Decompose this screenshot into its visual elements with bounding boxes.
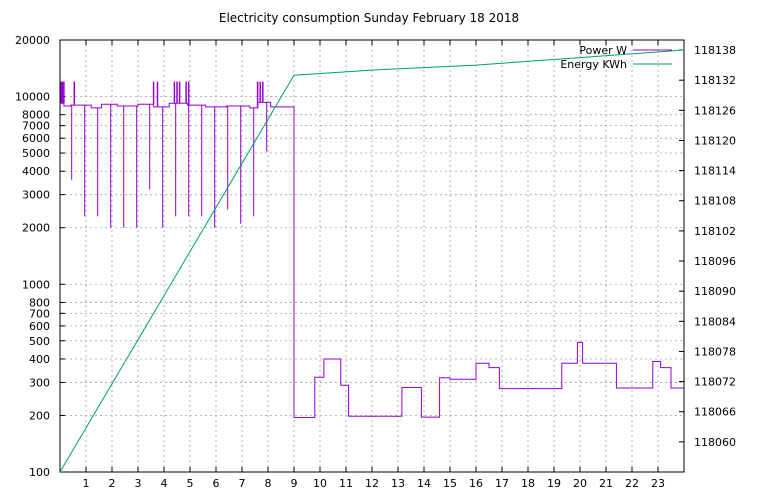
y-left-tick-label: 700 xyxy=(29,307,50,320)
x-tick-label: 11 xyxy=(339,477,353,490)
y-right-tick-label: 118084 xyxy=(694,315,736,328)
legend: Power W Energy KWh xyxy=(560,44,672,71)
y-right-tick-label: 118072 xyxy=(694,376,736,389)
x-tick-label: 19 xyxy=(547,477,561,490)
y-left-tick-label: 500 xyxy=(29,335,50,348)
x-tick-label: 22 xyxy=(625,477,639,490)
x-tick-label: 23 xyxy=(651,477,665,490)
y-right-tick-label: 118066 xyxy=(694,406,736,419)
grid xyxy=(60,39,684,473)
x-tick-label: 6 xyxy=(213,477,220,490)
y-left-tick-label: 200 xyxy=(29,409,50,422)
y-right-tick-label: 118060 xyxy=(694,436,736,449)
x-tick-label: 18 xyxy=(521,477,535,490)
x-tick-label: 1 xyxy=(83,477,90,490)
x-tick-label: 13 xyxy=(391,477,405,490)
y-left-tick-label: 600 xyxy=(29,320,50,333)
x-tick-label: 7 xyxy=(239,477,246,490)
x-tick-label: 14 xyxy=(417,477,431,490)
energy-line xyxy=(59,49,685,473)
x-tick-label: 16 xyxy=(469,477,483,490)
y-left-tick-label: 4000 xyxy=(22,165,50,178)
x-tick-label: 10 xyxy=(313,477,327,490)
plot-frame xyxy=(59,39,685,473)
power-line xyxy=(60,101,684,418)
x-tick-label: 12 xyxy=(365,477,379,490)
y-right-tick-label: 118102 xyxy=(694,225,736,238)
y-right-tick-label: 118090 xyxy=(694,285,736,298)
y-left-tick-label: 7000 xyxy=(22,120,50,133)
chart-title: Electricity consumption Sunday February … xyxy=(219,11,519,25)
y-left-tick-label: 300 xyxy=(29,376,50,389)
y-right-tick-label: 118126 xyxy=(694,104,736,117)
x-tick-label: 21 xyxy=(599,477,613,490)
y-left-tick-label: 100 xyxy=(29,466,50,479)
y-right-tick-label: 118132 xyxy=(694,74,736,87)
y-left-tick-label: 2000 xyxy=(22,222,50,235)
y-right-tick-label: 118138 xyxy=(694,44,736,57)
y-right-tick-label: 118108 xyxy=(694,195,736,208)
x-tick-label: 9 xyxy=(291,477,298,490)
series xyxy=(59,49,685,473)
x-tick-label: 4 xyxy=(161,477,168,490)
y-left-tick-label: 400 xyxy=(29,353,50,366)
y-right-tick-label: 118078 xyxy=(694,345,736,358)
y-right-tick-label: 118096 xyxy=(694,255,736,268)
y-left-tick-label: 5000 xyxy=(22,147,50,160)
x-tick-label: 20 xyxy=(573,477,587,490)
y-right-tick-label: 118120 xyxy=(694,134,736,147)
legend-label-energy: Energy KWh xyxy=(560,58,627,71)
x-tick-label: 17 xyxy=(495,477,509,490)
y-left-tick-label: 6000 xyxy=(22,132,50,145)
x-tick-label: 8 xyxy=(265,477,272,490)
y-left-tick-label: 1000 xyxy=(22,278,50,291)
legend-label-power: Power W xyxy=(579,44,627,57)
x-tick-label: 3 xyxy=(135,477,142,490)
x-tick-label: 5 xyxy=(187,477,194,490)
y-left-tick-label: 10000 xyxy=(15,91,50,104)
x-tick-label: 2 xyxy=(109,477,116,490)
y-left-tick-label: 800 xyxy=(29,296,50,309)
axes: 1 2 3 4 5 6 7 8 9 10 11 12 13 14 15 16 17 18 19 20 21 22 23100… xyxy=(15,34,736,490)
x-tick-label: 15 xyxy=(443,477,457,490)
y-left-tick-label: 20000 xyxy=(15,34,50,47)
y-left-tick-label: 3000 xyxy=(22,189,50,202)
y-right-tick-label: 118114 xyxy=(694,165,736,178)
y-left-tick-label: 8000 xyxy=(22,109,50,122)
